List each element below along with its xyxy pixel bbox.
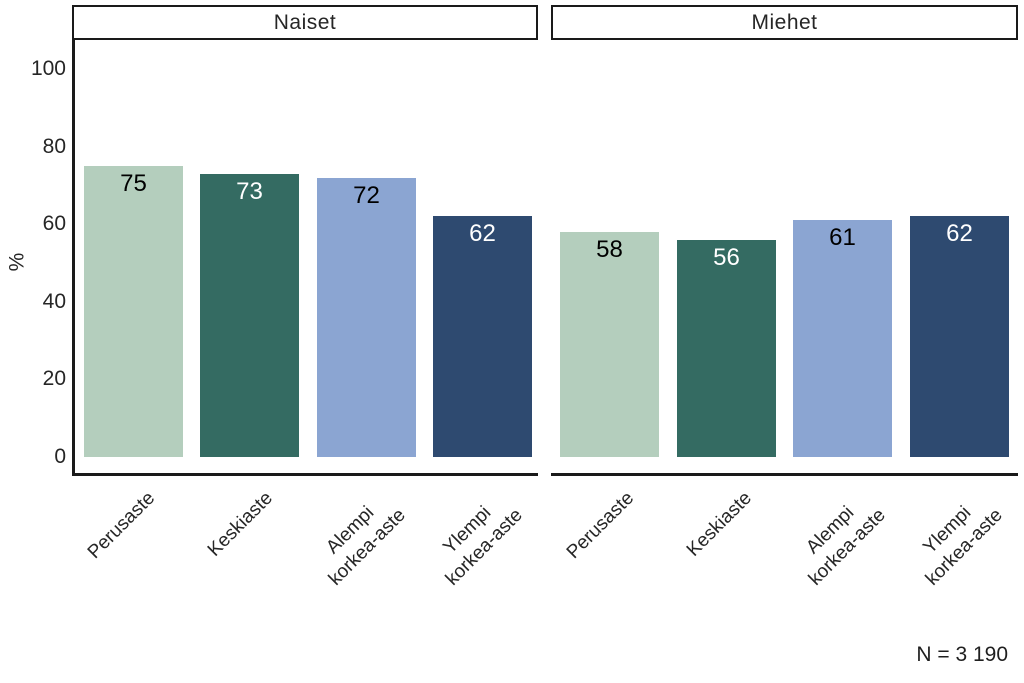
- bar-naiset-4: 62: [433, 216, 532, 457]
- bar-value-label: 56: [713, 244, 740, 271]
- bar-value-label: 61: [829, 224, 856, 251]
- bar-value-label: 58: [596, 236, 623, 263]
- x-tick-label: Perusaste: [563, 487, 639, 564]
- bar-value-label: 72: [353, 182, 380, 209]
- facet-header-miehet: Miehet: [551, 5, 1018, 40]
- y-tick-label: 40: [42, 290, 66, 313]
- y-tick-label: 80: [42, 135, 66, 158]
- panel-plot-miehet: 58 56 61 62: [551, 40, 1018, 476]
- x-tick-label: Alempi korkea-aste: [802, 502, 890, 590]
- bar-value-label: 75: [120, 170, 147, 197]
- bar-value-label: 62: [469, 220, 496, 247]
- x-tick-label: Keskiaste: [682, 487, 756, 561]
- bar-miehet-1: 58: [560, 232, 659, 457]
- bar-naiset-1: 75: [84, 166, 183, 457]
- x-tick-label: Ylempi korkea-aste: [919, 502, 1007, 590]
- y-tick-label: 20: [42, 367, 66, 390]
- bar-value-label: 62: [946, 220, 973, 247]
- sample-size-note: N = 3 190: [916, 643, 1008, 666]
- y-axis-title: %: [5, 252, 29, 272]
- y-tick-label: 0: [54, 445, 66, 468]
- bar-value-label: 73: [236, 178, 263, 205]
- x-tick-label: Keskiaste: [203, 487, 277, 561]
- x-tick-label: Perusaste: [84, 487, 160, 564]
- bar-miehet-2: 56: [677, 240, 776, 457]
- bar-naiset-3: 72: [317, 178, 416, 457]
- bar-miehet-4: 62: [910, 216, 1009, 457]
- bar-naiset-2: 73: [200, 174, 299, 457]
- y-tick-label: 60: [42, 212, 66, 235]
- x-tick-label: Alempi korkea-aste: [322, 502, 410, 590]
- y-tick-label: 100: [30, 57, 66, 80]
- x-tick-label: Ylempi korkea-aste: [439, 502, 527, 590]
- panel-plot-naiset: 75 73 72 62: [72, 40, 538, 476]
- facet-header-naiset: Naiset: [72, 5, 538, 40]
- bar-miehet-3: 61: [793, 220, 892, 457]
